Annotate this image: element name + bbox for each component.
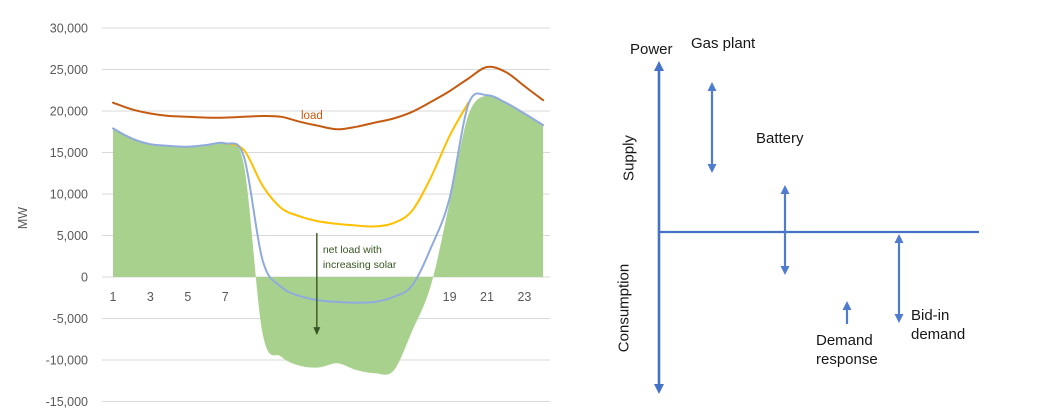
x-tick-label: 5 [184,290,191,304]
y-tick-label: 0 [81,271,88,285]
arrow-battery-head-down [780,266,790,275]
x-tick-label: 1 [110,290,117,304]
x-tick-label: 23 [517,290,531,304]
x-tick-label: 7 [222,290,229,304]
annotation-text: net load with [323,244,382,256]
axis-arrowhead-up [654,61,664,71]
x-tick-label: 3 [147,290,154,304]
y-tick-label: -10,000 [46,354,88,368]
demand-response-label: Demand response [816,332,878,368]
x-tick-label: 19 [443,290,457,304]
arrow-bid-in-demand-head-up [894,234,904,243]
arrow-bid-in-demand-head-down [894,314,904,323]
axis-arrowhead-down [654,384,664,394]
series-line-load [112,65,545,131]
y-tick-label: 20,000 [50,105,88,119]
y-tick-label: 30,000 [50,22,88,36]
consumption-label: Consumption [615,263,633,353]
series-area-net-load-high-solar-area [113,94,544,375]
y-tick-label: -5,000 [53,312,88,326]
x-tick-label: 21 [480,290,494,304]
arrow-demand-response-head-up [842,301,852,310]
series-line-net-load-high-solar [112,92,545,304]
gas-plant-label: Gas plant [691,35,756,52]
bid-in-demand-label: Bid-in demand [911,307,966,343]
y-tick-label: 10,000 [50,188,88,202]
supply-label: Supply [620,135,638,181]
y-tick-label: 25,000 [50,63,88,77]
load-series-label: load [301,110,323,122]
y-tick-label: 5,000 [57,229,88,243]
power-axis-label: Power [630,41,673,58]
battery-label: Battery [756,130,804,147]
y-axis-title: MW [16,207,30,229]
arrow-gas-plant-head-down [707,164,717,173]
annotation-arrowhead [313,327,321,336]
y-tick-label: 15,000 [50,146,88,160]
series-line-net-load-moderate-solar [224,101,470,228]
y-tick-label: -15,000 [46,395,88,409]
arrow-battery-head-up [780,185,790,194]
arrow-gas-plant-head-up [707,82,717,91]
annotation-text: increasing solar [323,259,397,271]
